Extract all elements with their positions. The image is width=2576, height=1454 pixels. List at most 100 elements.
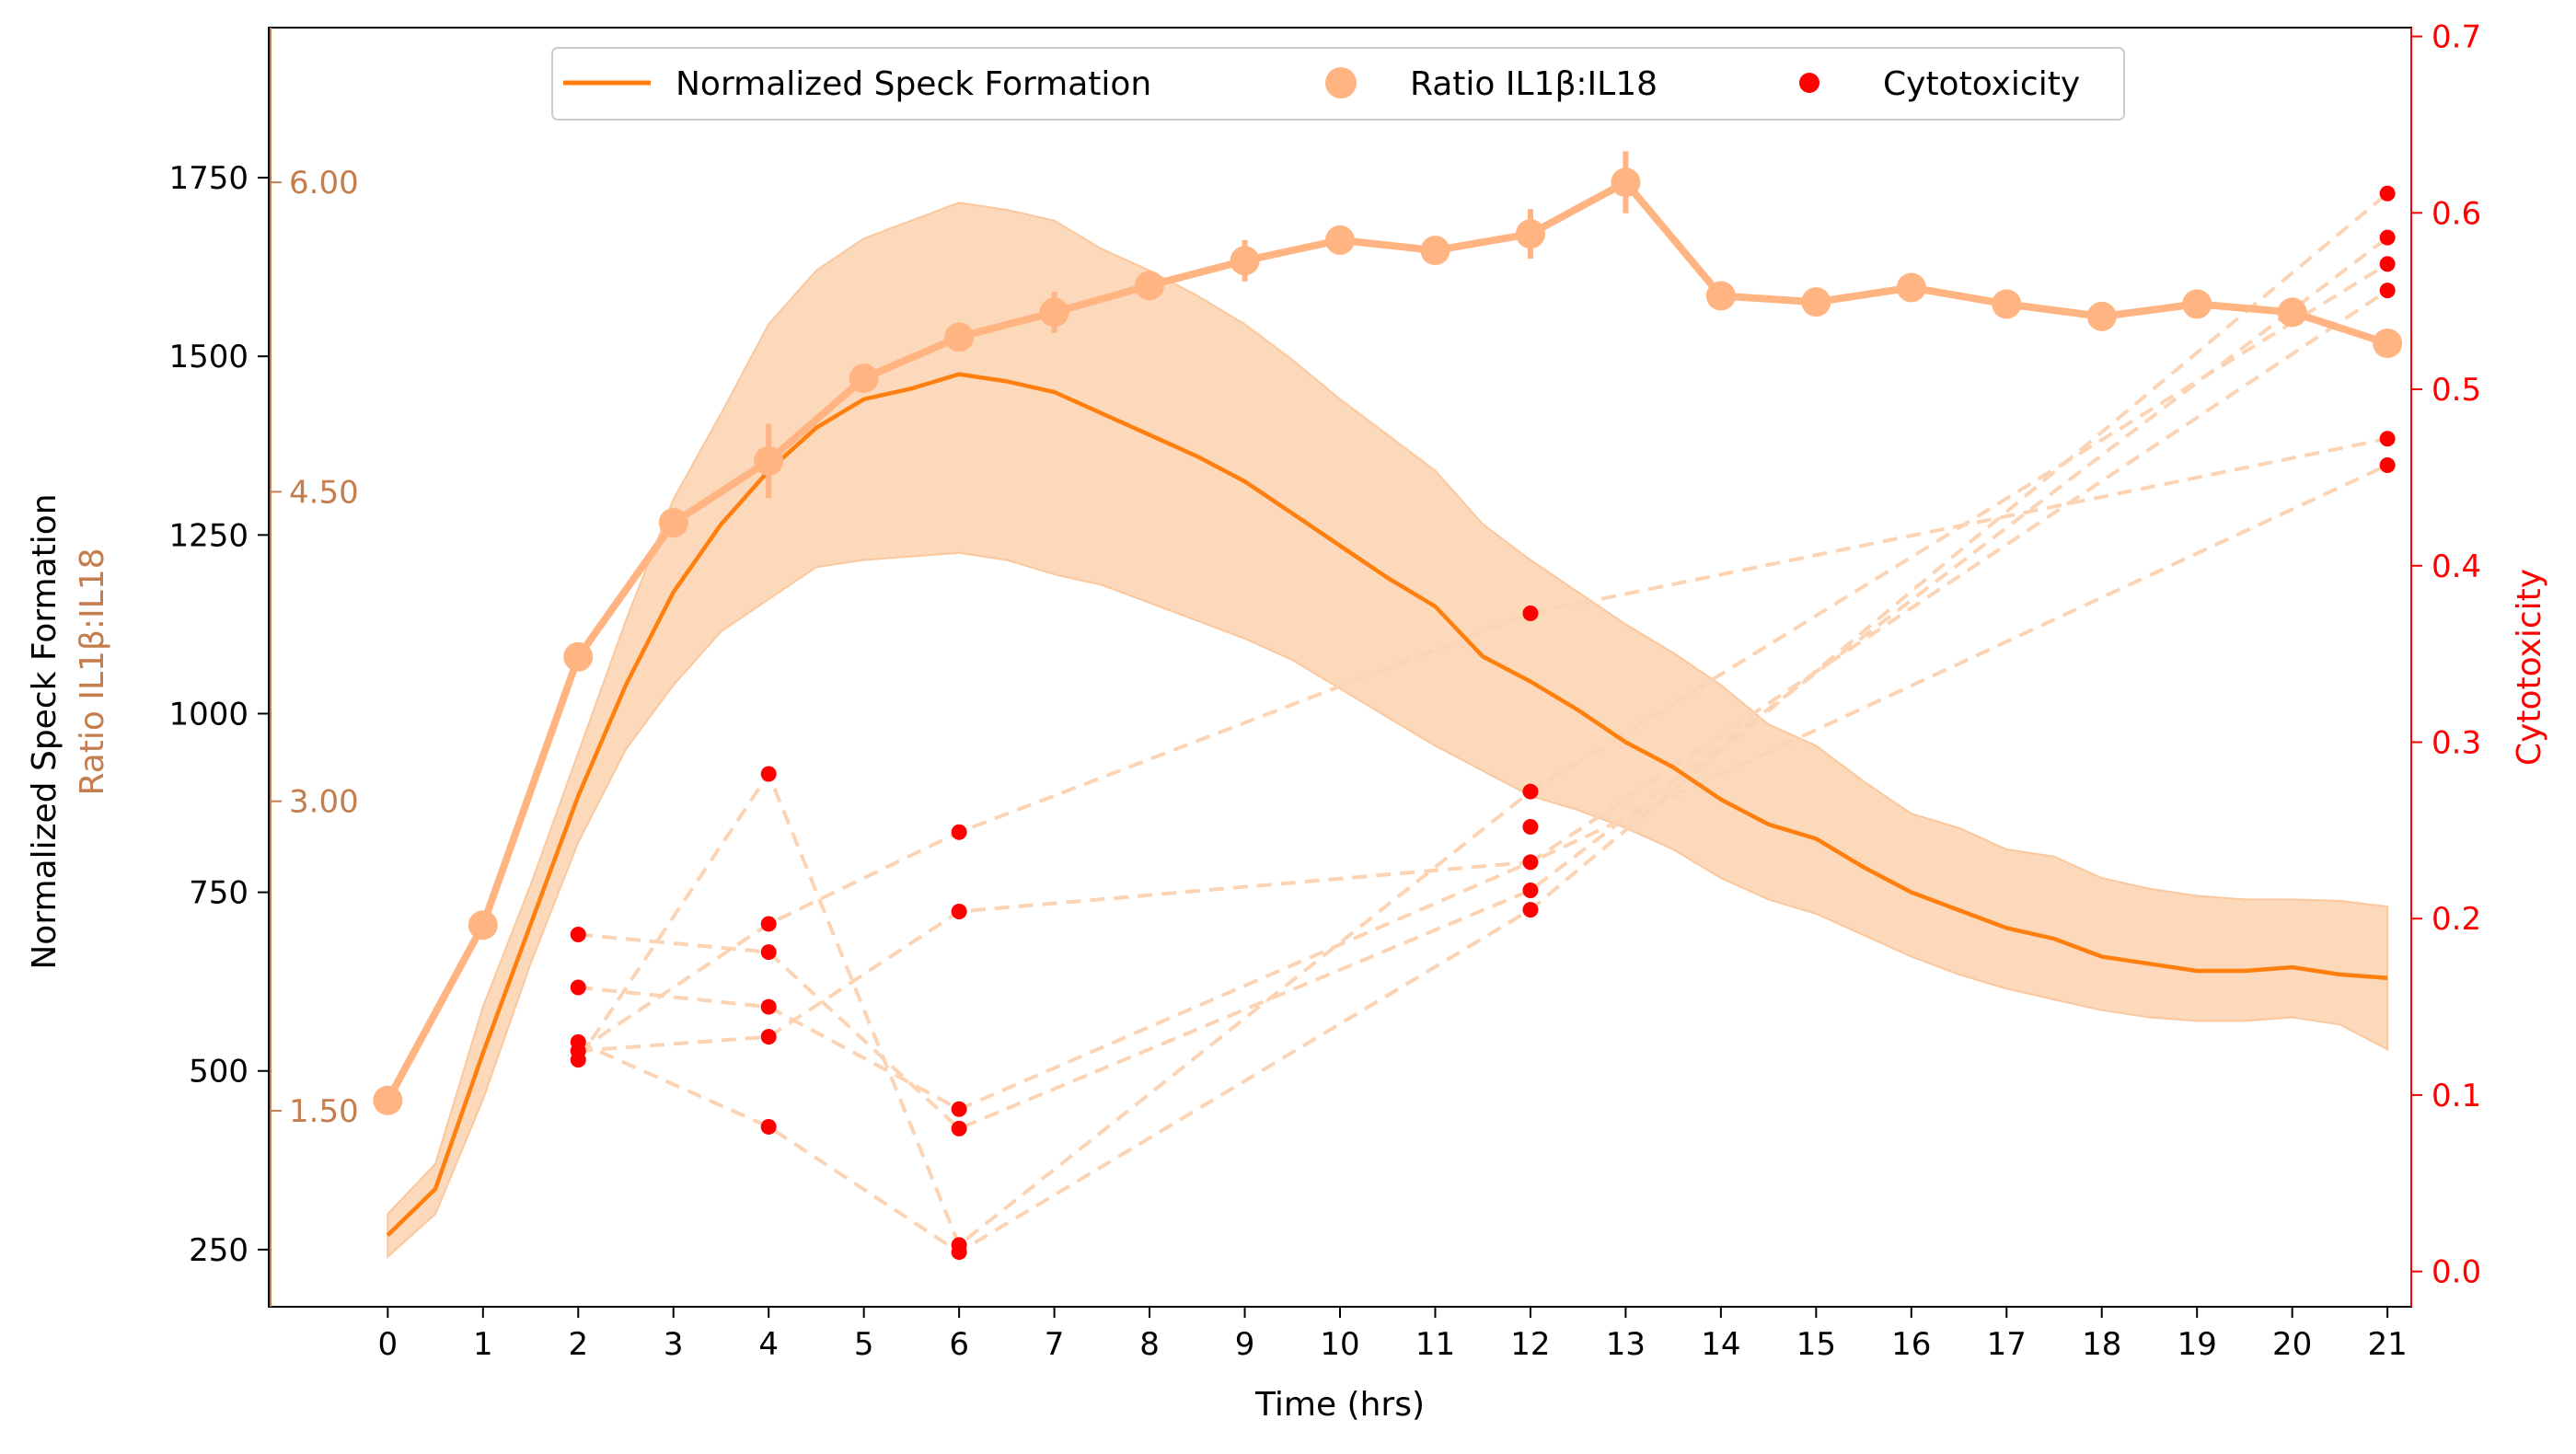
x-tick-label-1: 1 <box>473 1326 493 1363</box>
y-left-tick-label-250: 250 <box>189 1232 248 1269</box>
ratio-point-6 <box>944 322 975 352</box>
y-right-tick-label-0.3: 0.3 <box>2432 724 2481 761</box>
x-tick-label-14: 14 <box>1701 1326 1740 1363</box>
x-tick-label-10: 10 <box>1320 1326 1359 1363</box>
cytotoxicity-point-25 <box>2379 229 2396 246</box>
ratio-point-18 <box>2086 301 2117 331</box>
y-right-tick-label-0.1: 0.1 <box>2432 1078 2481 1114</box>
ratio-point-4 <box>754 445 784 476</box>
ratio-line <box>384 179 2389 1102</box>
ratio-tick-label-3.00: 3.00 <box>289 784 359 821</box>
ratio-point-20 <box>2277 297 2307 328</box>
x-tick-label-4: 4 <box>758 1326 779 1363</box>
ratio-point-13 <box>1611 167 1641 198</box>
x-axis: 0 1 2 3 4 5 6 7 8 9 10 11 12 13 14 15 16 17 18 19 20 21 <box>378 1307 2408 1363</box>
x-tick-label-17: 17 <box>1987 1326 2027 1363</box>
ratio-point-3 <box>658 508 688 538</box>
x-tick-label-16: 16 <box>1891 1326 1931 1363</box>
ratio-tick-label-6.00: 6.00 <box>289 165 359 202</box>
x-tick-label-21: 21 <box>2368 1326 2408 1363</box>
x-tick-label-7: 7 <box>1045 1326 1065 1363</box>
cytotoxicity-point-18 <box>1522 606 1539 622</box>
ratio-point-8 <box>1135 271 1165 301</box>
cytotoxicity-point-8 <box>760 944 777 961</box>
speck-mean-line <box>386 372 2388 1237</box>
ratio-point-9 <box>1230 246 1260 276</box>
cytotoxicity-point-1 <box>570 926 586 942</box>
y-left-tick-label-1000: 1000 <box>168 696 248 733</box>
cytotoxicity-point-7 <box>760 916 777 932</box>
y-left-tick-label-1500: 1500 <box>168 339 248 375</box>
x-tick-label-6: 6 <box>949 1326 969 1363</box>
x-tick-label-13: 13 <box>1606 1326 1646 1363</box>
x-tick-label-12: 12 <box>1510 1326 1550 1363</box>
ratio-point-5 <box>849 364 879 394</box>
cytotoxicity-point-23 <box>1522 902 1539 918</box>
legend-speck-label: Normalized Speck Formation <box>676 65 1151 103</box>
legend-cytotoxicity-label: Cytotoxicity <box>1883 65 2080 103</box>
speck-confidence-band <box>387 202 2389 1259</box>
ratio-point-1 <box>468 910 498 940</box>
y-left-tick-label-750: 750 <box>189 875 248 912</box>
ratio-point-0 <box>373 1085 403 1115</box>
cytotoxicity-point-17 <box>951 1244 967 1261</box>
y-left-tick-label-500: 500 <box>189 1054 248 1090</box>
x-tick-label-11: 11 <box>1415 1326 1455 1363</box>
ratio-point-11 <box>1420 236 1450 266</box>
cytotoxicity-point-5 <box>570 1052 586 1068</box>
y-right-tick-label-0.5: 0.5 <box>2432 372 2481 409</box>
cytotoxicity-point-26 <box>2379 256 2396 272</box>
cytotoxicity-trajectory-1 <box>578 236 2389 1131</box>
cytotoxicity-point-24 <box>2379 185 2396 202</box>
cytotoxicity-point-28 <box>2379 431 2396 447</box>
cytotoxicity-point-10 <box>760 1029 777 1045</box>
cytotoxicity-point-29 <box>2379 456 2396 473</box>
cytotoxicity-point-19 <box>1522 783 1539 800</box>
speck-confidence-band-layer <box>387 202 2389 1259</box>
x-tick-label-5: 5 <box>854 1326 874 1363</box>
plot-area <box>373 151 2403 1261</box>
y-axis-left-label: Normalized Speck Formation <box>26 493 64 969</box>
x-tick-label-19: 19 <box>2177 1326 2217 1363</box>
cytotoxicity-point-21 <box>1522 854 1539 871</box>
ratio-point-12 <box>1515 219 1545 249</box>
speck-line-layer <box>386 372 2388 1237</box>
cytotoxicity-point-20 <box>1522 819 1539 836</box>
y-axis-ratio-label: Ratio IL1β:IL18 <box>74 548 111 795</box>
legend: Normalized Speck Formation Ratio IL1β:IL… <box>551 47 2125 121</box>
y-axis-left: 250 500 750 1000 1250 1500 1750 <box>168 160 269 1269</box>
ratio-point-15 <box>1801 287 1831 317</box>
x-tick-label-15: 15 <box>1796 1326 1836 1363</box>
x-tick-label-18: 18 <box>2082 1326 2121 1363</box>
ratio-point-10 <box>1325 225 1355 255</box>
cytotoxicity-point-12 <box>951 824 967 840</box>
cytotoxicity-point-13 <box>951 904 967 920</box>
ratio-point-14 <box>1705 281 1736 311</box>
cytotoxicity-point-14 <box>951 1101 967 1117</box>
x-tick-label-0: 0 <box>378 1326 399 1363</box>
cytotoxicity-point-15 <box>951 1120 967 1137</box>
cytotoxicity-point-11 <box>760 1118 777 1135</box>
ratio-point-16 <box>1896 272 1926 303</box>
y-left-tick-label-1250: 1250 <box>168 517 248 554</box>
legend-ratio-swatch <box>1325 67 1357 98</box>
x-tick-label-2: 2 <box>568 1326 588 1363</box>
x-tick-label-8: 8 <box>1139 1326 1160 1363</box>
y-axis-ratio: 1.50 3.00 4.50 6.00 <box>270 28 359 1307</box>
y-left-tick-label-1750: 1750 <box>168 160 248 197</box>
y-axis-right-label: Cytotoxicity <box>2511 569 2548 766</box>
ratio-tick-label-4.50: 4.50 <box>289 474 359 511</box>
ratio-point-21 <box>2373 329 2403 359</box>
cytotoxicity-point-9 <box>760 998 777 1015</box>
y-right-tick-label-0.4: 0.4 <box>2432 548 2481 585</box>
ratio-point-17 <box>1992 289 2022 319</box>
cytotoxicity-point-27 <box>2379 283 2396 299</box>
cytotoxicity-point-2 <box>570 979 586 996</box>
x-tick-label-3: 3 <box>664 1326 684 1363</box>
y-right-tick-label-0.6: 0.6 <box>2432 195 2481 232</box>
legend-ratio-label: Ratio IL1β:IL18 <box>1410 65 1658 103</box>
ratio-series-layer <box>373 151 2403 1115</box>
ratio-point-7 <box>1039 297 1069 328</box>
